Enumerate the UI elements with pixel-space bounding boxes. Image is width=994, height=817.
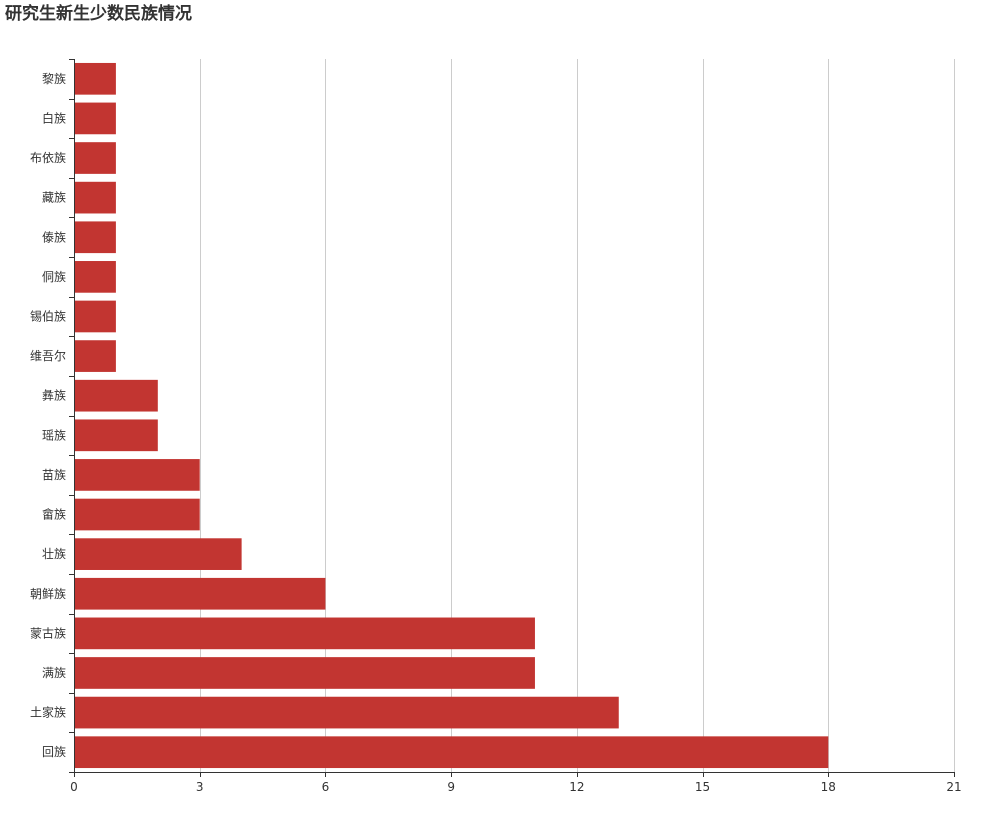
chart-title: 研究生新生少数民族情况 — [5, 4, 192, 24]
bar — [74, 181, 116, 214]
y-tick-label: 朝鲜族 — [30, 587, 66, 601]
y-tick-label: 满族 — [42, 666, 66, 680]
x-tick-label: 15 — [695, 780, 710, 794]
y-tick-label: 畲族 — [42, 507, 66, 522]
x-tick-label: 12 — [569, 780, 584, 794]
bar — [74, 736, 829, 769]
y-tick-label: 回族 — [42, 745, 66, 759]
y-tick-label: 土家族 — [30, 705, 66, 720]
y-tick-label: 布依族 — [30, 150, 66, 165]
bar — [74, 62, 116, 95]
bar — [74, 577, 326, 610]
bar — [74, 379, 158, 412]
bar — [74, 221, 116, 254]
y-tick-label: 藏族 — [42, 191, 66, 205]
y-tick-label: 白族 — [42, 110, 66, 125]
bar — [74, 657, 535, 689]
bar — [74, 459, 200, 491]
x-tick-label: 6 — [322, 780, 330, 794]
x-tick-label: 9 — [447, 780, 455, 794]
bar — [74, 142, 116, 174]
y-tick-label: 瑶族 — [42, 428, 66, 442]
bar — [74, 538, 242, 570]
y-tick-label: 傣族 — [42, 230, 66, 244]
bar — [74, 498, 200, 531]
x-tick-label: 3 — [196, 780, 204, 794]
bar — [74, 419, 158, 452]
bar — [74, 102, 116, 135]
bars — [74, 62, 829, 769]
axes — [69, 59, 955, 777]
tick-labels: 黎族白族布依族藏族傣族侗族锡伯族维吾尔彝族瑶族苗族畲族壮族朝鲜族蒙古族满族土家族… — [30, 72, 962, 794]
y-tick-label: 侗族 — [42, 270, 66, 284]
y-tick-label: 锡伯族 — [30, 308, 66, 323]
x-tick-label: 0 — [70, 780, 78, 794]
y-tick-label: 维吾尔 — [30, 348, 66, 363]
y-tick-label: 壮族 — [42, 547, 66, 561]
bar — [74, 340, 116, 372]
bar — [74, 261, 116, 293]
y-tick-label: 苗族 — [42, 468, 66, 482]
y-tick-label: 彝族 — [42, 388, 66, 403]
x-tick-label: 18 — [821, 780, 836, 794]
bar — [74, 617, 535, 650]
grid-lines — [200, 59, 955, 772]
bar — [74, 696, 619, 729]
bar — [74, 300, 116, 333]
x-tick-label: 21 — [946, 780, 961, 794]
y-tick-label: 黎族 — [42, 72, 66, 86]
y-tick-label: 蒙古族 — [30, 625, 66, 640]
